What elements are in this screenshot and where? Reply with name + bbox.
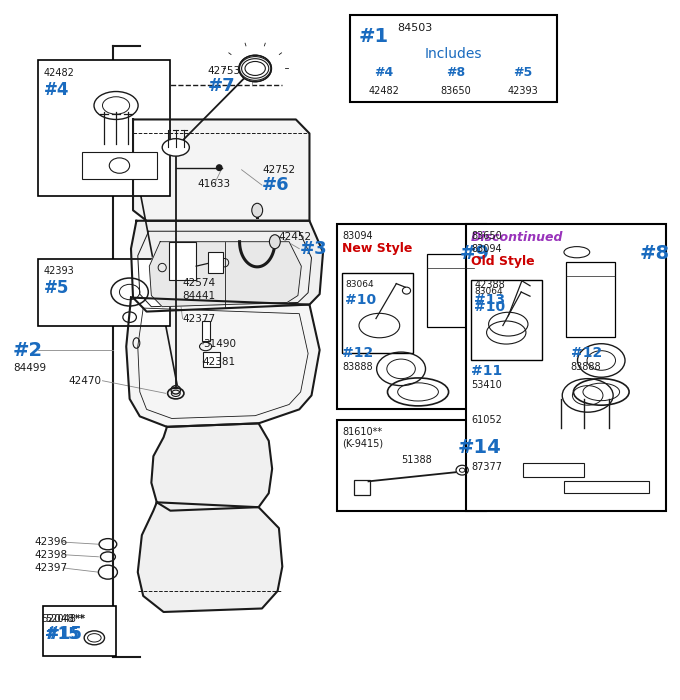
Bar xyxy=(337,420,486,511)
Ellipse shape xyxy=(163,139,189,156)
Text: 83888: 83888 xyxy=(571,363,601,372)
Bar xyxy=(471,280,542,360)
Bar xyxy=(471,273,549,354)
Text: New Style: New Style xyxy=(342,242,412,256)
Text: 42482: 42482 xyxy=(369,86,400,96)
Bar xyxy=(43,606,116,656)
Text: 42452: 42452 xyxy=(279,232,312,242)
Text: #10: #10 xyxy=(345,293,377,307)
Text: 42574: 42574 xyxy=(182,278,216,288)
Ellipse shape xyxy=(239,55,271,82)
Polygon shape xyxy=(126,298,320,427)
Text: 83650: 83650 xyxy=(440,86,471,96)
Text: 52048**: 52048** xyxy=(45,614,85,624)
Polygon shape xyxy=(133,120,309,220)
Text: 83650: 83650 xyxy=(471,231,502,241)
Bar xyxy=(337,224,486,410)
Bar xyxy=(564,481,649,493)
Text: 84499: 84499 xyxy=(13,363,46,373)
Text: #9: #9 xyxy=(460,244,490,262)
Text: #1: #1 xyxy=(358,27,388,46)
Text: 42377: 42377 xyxy=(182,314,216,323)
Text: 83064: 83064 xyxy=(475,287,503,296)
Text: #4: #4 xyxy=(375,66,394,79)
Polygon shape xyxy=(152,424,272,511)
Text: #4: #4 xyxy=(44,81,69,99)
Text: #6: #6 xyxy=(262,176,290,194)
Text: 83064: 83064 xyxy=(345,280,374,289)
Text: 83094: 83094 xyxy=(342,231,373,241)
Text: #13: #13 xyxy=(475,293,505,307)
Text: Discontinued: Discontinued xyxy=(471,231,564,244)
Circle shape xyxy=(216,165,222,171)
Bar xyxy=(566,262,615,337)
Bar xyxy=(466,224,666,511)
Text: 83888: 83888 xyxy=(342,363,373,372)
Text: #7: #7 xyxy=(207,77,235,95)
Text: Includes: Includes xyxy=(425,48,482,62)
Text: 52048**: 52048** xyxy=(41,614,85,624)
Bar xyxy=(38,60,171,196)
Text: 53410: 53410 xyxy=(471,380,502,390)
Text: 81610**: 81610** xyxy=(342,427,382,437)
Text: 51388: 51388 xyxy=(401,456,432,466)
Text: 42470: 42470 xyxy=(69,376,101,386)
Text: #3: #3 xyxy=(299,239,327,258)
Text: 42398: 42398 xyxy=(35,550,68,560)
Polygon shape xyxy=(131,220,323,312)
Text: 83094: 83094 xyxy=(471,244,502,254)
Text: #15: #15 xyxy=(46,625,83,643)
Text: 42396: 42396 xyxy=(35,537,68,547)
Bar xyxy=(354,480,370,496)
Text: #5: #5 xyxy=(44,279,69,297)
Bar xyxy=(38,259,171,326)
Text: 42393: 42393 xyxy=(44,266,74,276)
Bar xyxy=(203,352,220,368)
Bar xyxy=(466,224,666,410)
Text: #14: #14 xyxy=(458,438,501,457)
Ellipse shape xyxy=(460,468,465,472)
Ellipse shape xyxy=(252,203,262,217)
Text: 84441: 84441 xyxy=(182,290,216,300)
Polygon shape xyxy=(138,503,282,612)
Text: 42753: 42753 xyxy=(207,66,241,76)
Text: 42381: 42381 xyxy=(203,357,236,367)
Text: 42388: 42388 xyxy=(475,280,505,290)
Bar xyxy=(350,15,557,102)
Text: 31490: 31490 xyxy=(203,340,236,349)
Text: #11: #11 xyxy=(471,364,503,378)
Bar xyxy=(169,241,196,280)
Bar xyxy=(208,252,223,273)
Bar xyxy=(427,253,475,327)
Text: 42393: 42393 xyxy=(508,86,539,96)
Text: #15: #15 xyxy=(46,627,80,643)
Bar xyxy=(201,321,209,341)
Text: #8: #8 xyxy=(640,244,670,262)
Text: #12: #12 xyxy=(571,346,602,360)
Text: 87377: 87377 xyxy=(471,462,502,472)
Text: #5: #5 xyxy=(513,66,533,79)
Text: Old Style: Old Style xyxy=(471,255,534,268)
Polygon shape xyxy=(150,241,301,307)
Text: #8: #8 xyxy=(446,66,465,79)
Text: #12: #12 xyxy=(342,346,373,360)
Text: #2: #2 xyxy=(13,340,43,360)
Text: 42482: 42482 xyxy=(44,69,74,78)
Bar xyxy=(523,463,584,477)
Text: 42397: 42397 xyxy=(35,563,68,573)
Bar xyxy=(82,153,157,178)
Text: 42752: 42752 xyxy=(262,164,295,175)
Text: 84503: 84503 xyxy=(398,23,433,33)
Text: 61052: 61052 xyxy=(471,415,502,425)
Text: #10: #10 xyxy=(475,300,505,314)
Text: (K-9415): (K-9415) xyxy=(342,438,383,448)
Bar xyxy=(342,273,413,354)
Text: 41633: 41633 xyxy=(197,178,231,189)
Ellipse shape xyxy=(269,234,280,248)
Bar xyxy=(564,252,590,329)
